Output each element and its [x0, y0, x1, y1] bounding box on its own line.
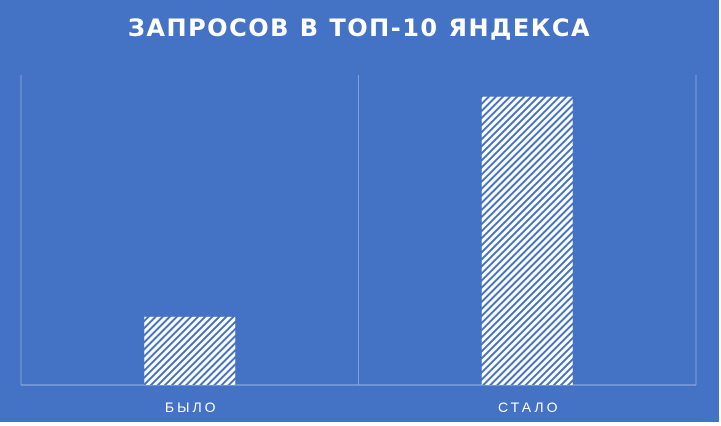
x-tick-label: СТАЛО — [498, 399, 560, 415]
bar-2 — [481, 96, 573, 385]
chart-title: ЗАПРОСОВ В ТОП-10 ЯНДЕКСА — [127, 14, 592, 42]
x-tick-label: БЫЛО — [165, 399, 219, 415]
bar-1 — [144, 316, 236, 385]
